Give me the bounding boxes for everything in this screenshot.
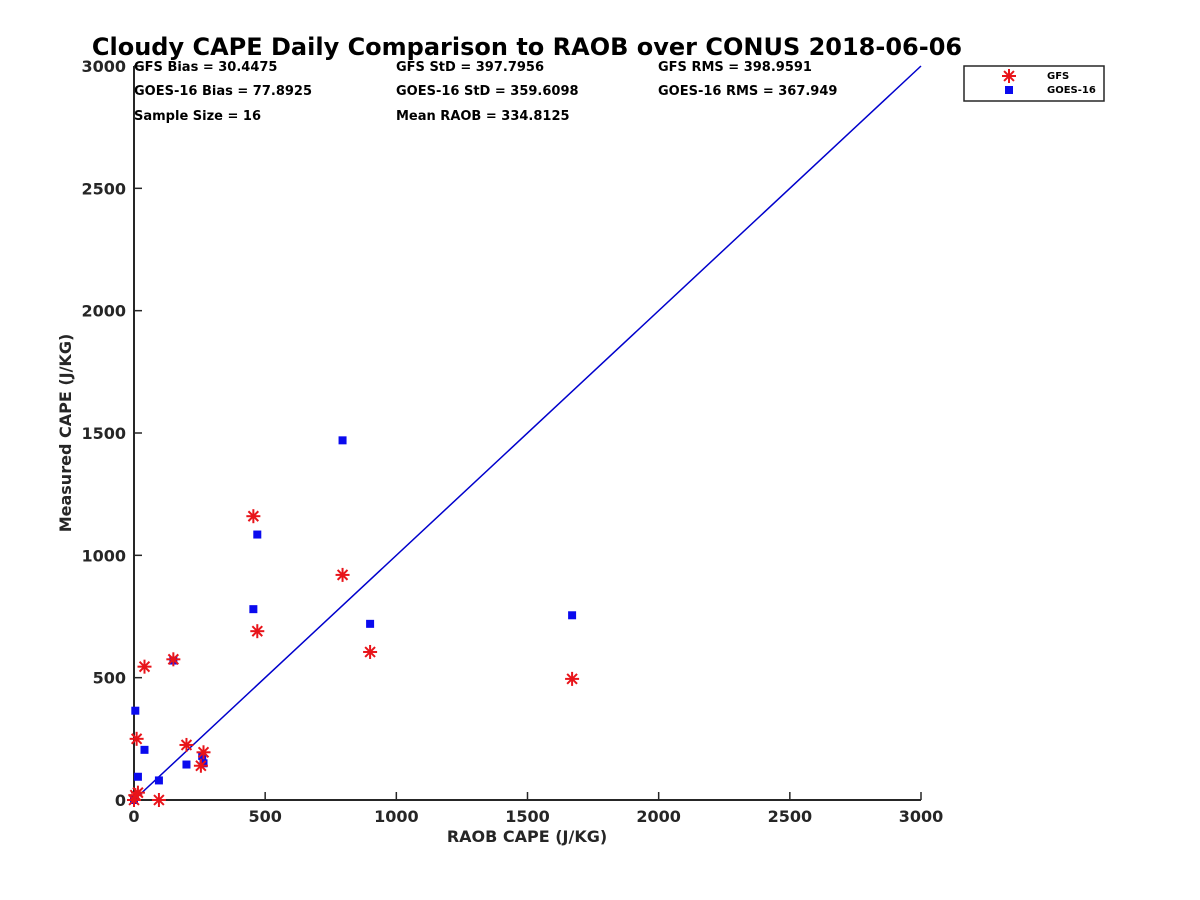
goes-16-point bbox=[133, 772, 142, 781]
gfs-point bbox=[363, 644, 378, 659]
legend-goes-label: GOES-16 bbox=[1047, 85, 1096, 96]
x-tick-label: 3000 bbox=[899, 807, 944, 826]
stats-block: GFS Bias = 30.4475 GOES-16 Bias = 77.892… bbox=[134, 60, 837, 124]
goes-16-point bbox=[568, 611, 577, 620]
gfs-std-stat: GFS StD = 397.7956 bbox=[396, 60, 544, 75]
y-tick-label: 3000 bbox=[81, 57, 126, 76]
goes-std-stat: GOES-16 StD = 359.6098 bbox=[396, 84, 579, 99]
one-to-one-line bbox=[133, 65, 922, 801]
series-layer bbox=[127, 436, 580, 807]
chart-title: Cloudy CAPE Daily Comparison to RAOB ove… bbox=[92, 33, 962, 61]
x-tick-label: 0 bbox=[128, 807, 139, 826]
gfs-point bbox=[129, 731, 144, 746]
goes-bias-stat: GOES-16 Bias = 77.8925 bbox=[134, 84, 312, 99]
gfs-point bbox=[196, 745, 211, 760]
x-ticks: 0 500 1000 1500 2000 2500 3000 bbox=[128, 792, 943, 826]
y-tick-label: 0 bbox=[115, 791, 126, 810]
legend-gfs-asterisk-icon bbox=[1002, 69, 1016, 83]
gfs-point bbox=[179, 737, 194, 752]
y-tick-label: 2000 bbox=[81, 302, 126, 321]
x-tick-label: 500 bbox=[248, 807, 281, 826]
goes-16-point bbox=[338, 436, 347, 445]
goes-16-point bbox=[154, 776, 163, 785]
series-goes-16 bbox=[130, 436, 577, 804]
x-axis-label: RAOB CAPE (J/KG) bbox=[447, 827, 607, 846]
gfs-point bbox=[193, 758, 208, 773]
legend-goes-square-icon bbox=[1005, 86, 1013, 94]
gfs-point bbox=[151, 793, 166, 807]
x-tick-label: 2500 bbox=[768, 807, 813, 826]
y-tick-label: 1000 bbox=[81, 546, 126, 565]
y-tick-label: 2500 bbox=[81, 179, 126, 198]
goes-rms-stat: GOES-16 RMS = 367.949 bbox=[658, 84, 837, 99]
goes-16-point bbox=[131, 706, 140, 715]
gfs-point bbox=[565, 671, 580, 686]
goes-16-point bbox=[366, 619, 375, 628]
one-to-one-line-group bbox=[133, 65, 922, 801]
goes-16-point bbox=[182, 760, 191, 769]
gfs-point bbox=[246, 509, 261, 524]
mean-raob-stat: Mean RAOB = 334.8125 bbox=[396, 109, 570, 124]
y-tick-label: 1500 bbox=[81, 424, 126, 443]
legend-gfs-label: GFS bbox=[1047, 71, 1069, 82]
legend-box bbox=[963, 65, 1105, 102]
goes-16-point bbox=[198, 751, 207, 760]
goes-16-point bbox=[140, 745, 149, 754]
goes-16-point bbox=[249, 605, 258, 614]
series-gfs bbox=[127, 509, 580, 807]
gfs-point bbox=[166, 652, 181, 667]
sample-size-stat: Sample Size = 16 bbox=[134, 109, 261, 124]
gfs-point bbox=[130, 785, 145, 800]
gfs-rms-stat: GFS RMS = 398.9591 bbox=[658, 60, 812, 75]
y-tick-label: 500 bbox=[93, 669, 126, 688]
x-tick-label: 1000 bbox=[374, 807, 419, 826]
gfs-point bbox=[137, 659, 152, 674]
x-tick-label: 2000 bbox=[636, 807, 681, 826]
y-axis-label: Measured CAPE (J/KG) bbox=[56, 334, 75, 533]
gfs-point bbox=[250, 624, 265, 639]
gfs-bias-stat: GFS Bias = 30.4475 bbox=[134, 60, 277, 75]
legend-gfs-marker bbox=[1002, 69, 1016, 83]
gfs-point bbox=[335, 567, 350, 582]
goes-16-point bbox=[253, 530, 262, 539]
y-ticks: 0 500 1000 1500 2000 2500 3000 bbox=[81, 57, 142, 810]
legend: GFS GOES-16 bbox=[963, 65, 1105, 102]
x-tick-label: 1500 bbox=[505, 807, 550, 826]
